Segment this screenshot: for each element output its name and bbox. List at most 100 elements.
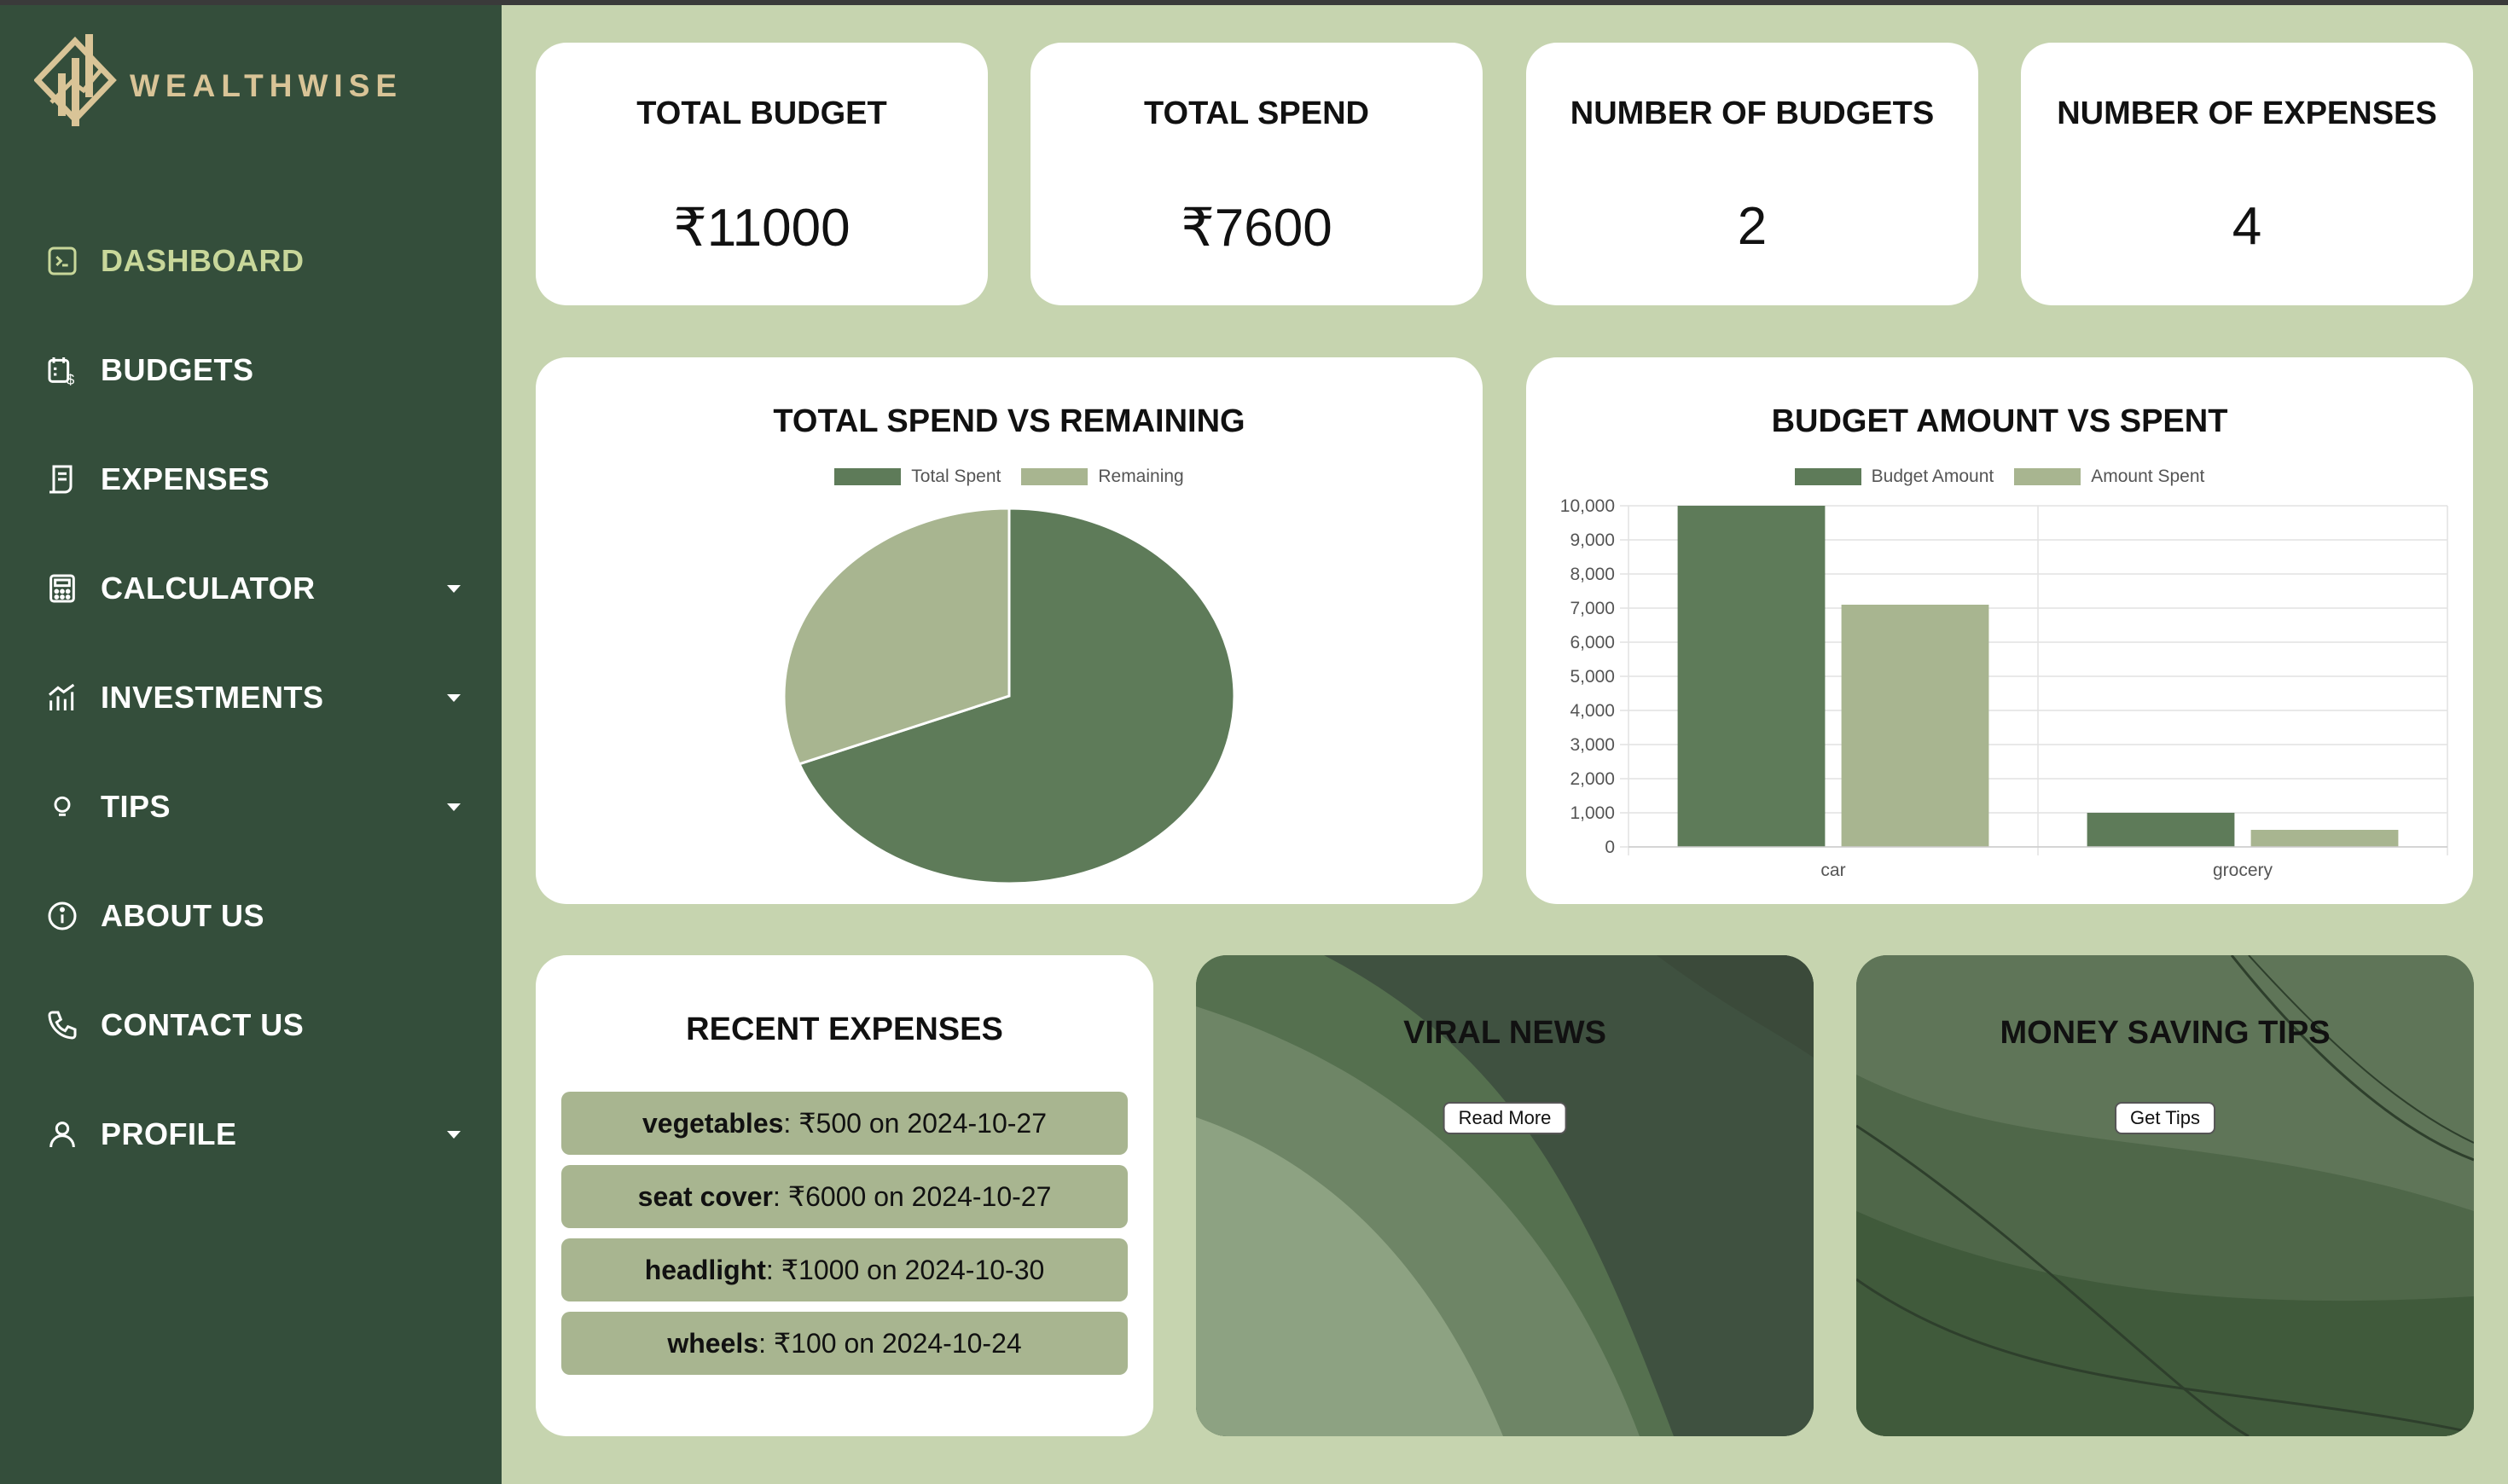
legend-label: Total Spent bbox=[911, 467, 1001, 486]
viral-news-card: VIRAL NEWS Read More bbox=[1196, 955, 1814, 1436]
svg-text:$: $ bbox=[67, 372, 74, 387]
stat-card-total-spend: TOTAL SPEND ₹7600 bbox=[1030, 43, 1483, 305]
sidebar-item-label: EXPENSES bbox=[101, 461, 270, 496]
sidebar-item-contact-us[interactable]: CONTACT US bbox=[43, 991, 469, 1059]
legend-item[interactable]: Remaining bbox=[1021, 467, 1184, 487]
sidebar-item-label: TIPS bbox=[101, 789, 171, 824]
sidebar-item-label: INVESTMENTS bbox=[101, 680, 324, 715]
lightbulb-icon bbox=[43, 787, 82, 826]
y-tick-label: 2,000 bbox=[1570, 769, 1615, 789]
sidebar-item-dashboard[interactable]: DASHBOARD bbox=[43, 227, 469, 295]
phone-icon bbox=[43, 1006, 82, 1045]
legend-swatch bbox=[834, 468, 902, 485]
bar-car-amount-spent[interactable] bbox=[1841, 605, 1989, 847]
sidebar-item-expenses[interactable]: EXPENSES bbox=[43, 445, 469, 513]
y-tick-label: 6,000 bbox=[1570, 633, 1615, 652]
sidebar-item-tips[interactable]: TIPS bbox=[43, 773, 469, 841]
sidebar-item-about-us[interactable]: ABOUT US bbox=[43, 882, 469, 950]
expense-detail: : ₹500 on 2024-10-27 bbox=[783, 1108, 1047, 1139]
brand-logo[interactable]: WEALTHWISE bbox=[34, 31, 397, 142]
sidebar-item-label: BUDGETS bbox=[101, 352, 254, 387]
legend-label: Remaining bbox=[1098, 467, 1184, 486]
expense-detail: : ₹1000 on 2024-10-30 bbox=[765, 1255, 1045, 1285]
pie-chart-card: TOTAL SPEND VS REMAINING Total Spent Rem… bbox=[536, 357, 1483, 904]
wave-background bbox=[1856, 955, 2474, 1436]
pie-legend: Total Spent Remaining bbox=[536, 467, 1483, 487]
sidebar-item-label: DASHBOARD bbox=[101, 243, 305, 278]
wealthwise-logo-icon bbox=[34, 34, 117, 126]
sidebar-item-label: CONTACT US bbox=[101, 1007, 305, 1042]
receipt-icon bbox=[43, 460, 82, 499]
list-item: vegetables: ₹500 on 2024-10-27 bbox=[561, 1092, 1128, 1155]
chevron-down-icon[interactable] bbox=[447, 585, 461, 593]
y-tick-label: 9,000 bbox=[1570, 530, 1615, 550]
info-icon bbox=[43, 896, 82, 936]
viral-news-title: VIRAL NEWS bbox=[1403, 1015, 1606, 1051]
sidebar-item-budgets[interactable]: $ BUDGETS bbox=[43, 336, 469, 404]
legend-swatch bbox=[1794, 468, 1861, 485]
read-more-button[interactable]: Read More bbox=[1443, 1102, 1567, 1134]
bar-grocery-budget-amount[interactable] bbox=[2087, 813, 2235, 847]
money-saving-tips-card: MONEY SAVING TIPS Get Tips bbox=[1856, 955, 2474, 1436]
stat-value: ₹11000 bbox=[673, 199, 851, 258]
pie-slice-total-spent[interactable] bbox=[797, 507, 1236, 885]
list-item: wheels: ₹100 on 2024-10-24 bbox=[561, 1312, 1128, 1375]
chevron-down-icon[interactable] bbox=[447, 694, 461, 702]
x-tick-label: grocery bbox=[2213, 861, 2273, 880]
bar-car-budget-amount[interactable] bbox=[1677, 506, 1826, 847]
y-tick-label: 10,000 bbox=[1560, 496, 1615, 516]
legend-label: Amount Spent bbox=[2091, 467, 2205, 486]
legend-item[interactable]: Total Spent bbox=[834, 467, 1001, 487]
expense-name: wheels bbox=[667, 1327, 759, 1359]
budget-calendar-icon: $ bbox=[43, 351, 82, 390]
bar-chart-card: BUDGET AMOUNT VS SPENT Budget Amount Amo… bbox=[1526, 357, 2473, 904]
y-tick-label: 7,000 bbox=[1570, 599, 1615, 618]
legend-item[interactable]: Amount Spent bbox=[2014, 467, 2204, 487]
y-tick-label: 3,000 bbox=[1570, 735, 1615, 755]
terminal-icon bbox=[43, 241, 82, 281]
stat-value: 2 bbox=[1737, 197, 1768, 256]
sidebar-item-profile[interactable]: PROFILE bbox=[43, 1100, 469, 1168]
y-tick-label: 8,000 bbox=[1570, 565, 1615, 584]
expense-detail: : ₹6000 on 2024-10-27 bbox=[772, 1181, 1052, 1212]
brand-name: WEALTHWISE bbox=[130, 68, 403, 103]
recent-expenses-title: RECENT EXPENSES bbox=[686, 1012, 1003, 1047]
expense-detail: : ₹100 on 2024-10-24 bbox=[758, 1328, 1022, 1359]
stat-card-number-of-budgets: NUMBER OF BUDGETS 2 bbox=[1526, 43, 1978, 305]
list-item: headlight: ₹1000 on 2024-10-30 bbox=[561, 1238, 1128, 1301]
stat-value: 4 bbox=[2232, 197, 2262, 256]
stat-title: NUMBER OF EXPENSES bbox=[2057, 96, 2437, 131]
sidebar-item-label: CALCULATOR bbox=[101, 571, 316, 606]
stat-title: NUMBER OF BUDGETS bbox=[1570, 96, 1935, 131]
pie-slice-remaining[interactable] bbox=[782, 507, 1011, 766]
get-tips-button[interactable]: Get Tips bbox=[2115, 1102, 2215, 1134]
legend-swatch bbox=[2014, 468, 2081, 485]
recent-expenses-card: RECENT EXPENSES vegetables: ₹500 on 2024… bbox=[536, 955, 1153, 1436]
x-tick-label: car bbox=[1820, 861, 1845, 880]
expense-name: seat cover bbox=[637, 1180, 773, 1212]
stat-card-total-budget: TOTAL BUDGET ₹11000 bbox=[536, 43, 988, 305]
bar-legend: Budget Amount Amount Spent bbox=[1526, 467, 2473, 487]
legend-swatch bbox=[1021, 468, 1089, 485]
y-tick-label: 1,000 bbox=[1570, 803, 1615, 823]
expense-name: headlight bbox=[644, 1254, 766, 1285]
sidebar-item-label: PROFILE bbox=[101, 1116, 237, 1151]
sidebar-item-calculator[interactable]: CALCULATOR bbox=[43, 554, 469, 623]
sidebar-item-investments[interactable]: INVESTMENTS bbox=[43, 664, 469, 732]
y-tick-label: 5,000 bbox=[1570, 667, 1615, 687]
stat-title: TOTAL BUDGET bbox=[636, 96, 887, 131]
money-saving-tips-title: MONEY SAVING TIPS bbox=[2000, 1015, 2331, 1051]
bar-chart: 10,000 9,000 8,000 7,000 6,000 5,000 4,000 3,00… bbox=[1560, 496, 2448, 880]
sidebar-item-label: ABOUT US bbox=[101, 898, 264, 933]
y-tick-label: 0 bbox=[1605, 838, 1615, 857]
calculator-icon bbox=[43, 569, 82, 608]
legend-item[interactable]: Budget Amount bbox=[1794, 467, 1994, 487]
y-tick-label: 4,000 bbox=[1570, 701, 1615, 721]
user-icon bbox=[43, 1115, 82, 1154]
chevron-down-icon[interactable] bbox=[447, 1131, 461, 1139]
chevron-down-icon[interactable] bbox=[447, 803, 461, 811]
pie-chart bbox=[782, 507, 1236, 885]
bar-grocery-amount-spent[interactable] bbox=[2250, 830, 2399, 847]
stat-card-number-of-expenses: NUMBER OF EXPENSES 4 bbox=[2021, 43, 2473, 305]
chart-title: BUDGET AMOUNT VS SPENT bbox=[1771, 403, 2228, 439]
